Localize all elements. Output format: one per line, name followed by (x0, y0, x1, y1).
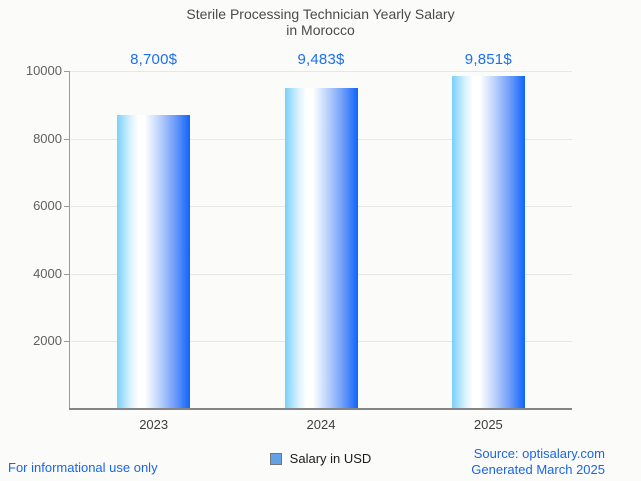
source-block: Source: optisalary.com Generated March 2… (471, 446, 605, 478)
plot-area: 2000 4000 6000 8000 10000 8,700$ 2023 9,483$ 202… (25, 51, 572, 432)
y-tick-label-6000: 6000 (33, 198, 62, 214)
y-tick-2000 (64, 341, 70, 343)
disclaimer-text: For informational use only (8, 460, 158, 475)
y-tick-label-8000: 8000 (33, 130, 62, 146)
y-tick-label-4000: 4000 (33, 265, 62, 281)
chart-title-line2: in Morocco (286, 22, 355, 38)
value-label-2024: 9,483$ (297, 51, 345, 68)
x-tick-label-2025: 2025 (473, 417, 503, 432)
x-axis (69, 408, 572, 410)
y-tick-8000 (64, 138, 70, 140)
y-tick-label-2000: 2000 (33, 333, 62, 349)
y-tick-label-10000: 10000 (25, 63, 62, 78)
bar-2023[interactable] (117, 114, 191, 408)
source-link[interactable]: Source: optisalary.com (473, 446, 605, 461)
bar-2025[interactable] (451, 76, 525, 408)
generated-date: Generated March 2025 (471, 462, 605, 477)
chart-title-line1: Sterile Processing Technician Yearly Sal… (186, 6, 455, 22)
x-tick-label-2023: 2023 (139, 417, 169, 432)
legend: Salary in USD (0, 451, 641, 466)
y-tick-6000 (64, 206, 70, 208)
x-tick-label-2024: 2024 (306, 417, 336, 432)
bar-2024[interactable] (284, 88, 358, 408)
y-tick-10000 (64, 71, 70, 72)
y-axis (69, 71, 70, 409)
value-label-2025: 9,851$ (464, 51, 512, 68)
value-label-2023: 8,700$ (130, 51, 178, 68)
gridline-10000 (70, 71, 572, 72)
legend-label: Salary in USD (289, 451, 372, 466)
y-tick-4000 (64, 273, 70, 275)
chart-title: Sterile Processing Technician Yearly Sal… (0, 6, 641, 38)
legend-swatch-icon (269, 452, 282, 465)
